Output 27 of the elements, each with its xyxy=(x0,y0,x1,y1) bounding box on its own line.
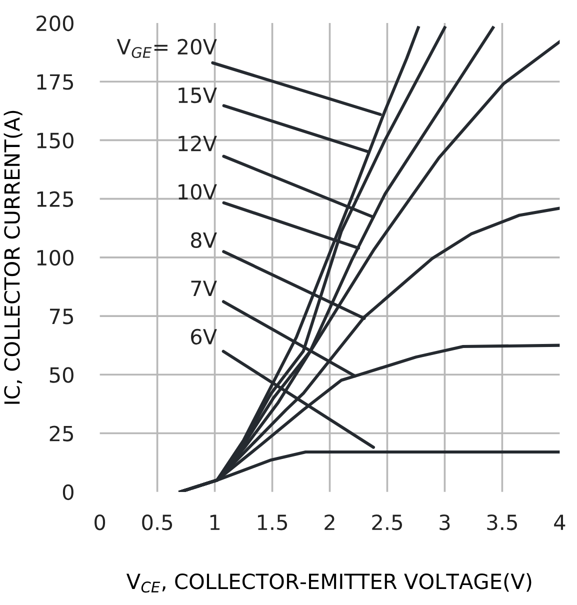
annotation: 7V xyxy=(191,280,217,296)
annotation: 8V xyxy=(190,232,217,248)
annotation: 12V xyxy=(178,136,217,152)
x-tick-label: 0 xyxy=(94,514,106,530)
x-tick-label: 3 xyxy=(440,514,450,530)
x-tick-label: 0.5 xyxy=(142,514,172,530)
x-tick-label: 2.5 xyxy=(372,514,402,530)
annotation: 15V xyxy=(178,88,217,104)
y-tick-label: 25 xyxy=(50,426,73,442)
annotation: 6V xyxy=(191,328,217,345)
y-tick-label: 150 xyxy=(37,132,74,148)
x-tick-label: 3.5 xyxy=(487,514,517,530)
y-tick-label: 200 xyxy=(36,15,74,32)
annotation: V$_{GE}$= 20V xyxy=(116,38,217,58)
y-tick-label: 175 xyxy=(37,74,73,90)
y-tick-label: 100 xyxy=(37,250,74,266)
y-axis-title: IC, COLLECTOR CURRENT(A) xyxy=(4,110,22,404)
y-tick-label: 125 xyxy=(37,191,73,208)
x-tick-label: 4 xyxy=(554,514,566,530)
x-tick-label: 1 xyxy=(210,514,220,530)
x-axis-title: V$_{CE}$, COLLECTOR-EMITTER VOLTAGE(V) xyxy=(126,573,532,593)
y-tick-label: 0 xyxy=(62,484,74,500)
y-tick-label: 50 xyxy=(50,367,74,383)
y-tick-label: 75 xyxy=(50,308,73,324)
annotation: 10V xyxy=(178,184,217,200)
x-tick-label: 2 xyxy=(324,514,334,530)
x-tick-label: 1.5 xyxy=(258,514,288,530)
